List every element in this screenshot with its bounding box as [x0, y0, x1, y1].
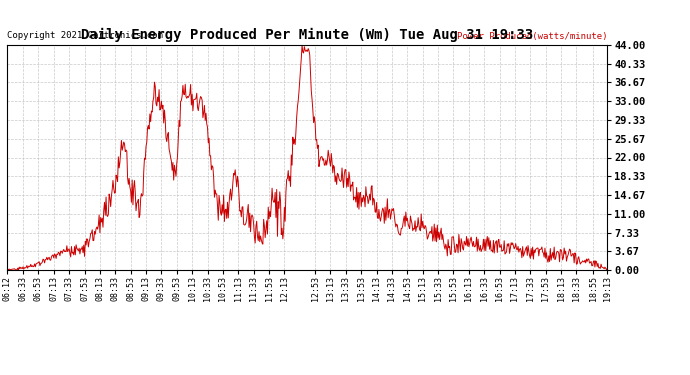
Text: Copyright 2021 Cartronics.com: Copyright 2021 Cartronics.com — [7, 32, 163, 40]
Text: Power Produced(watts/minute): Power Produced(watts/minute) — [457, 32, 607, 40]
Title: Daily Energy Produced Per Minute (Wm) Tue Aug 31 19:33: Daily Energy Produced Per Minute (Wm) Tu… — [81, 28, 533, 42]
